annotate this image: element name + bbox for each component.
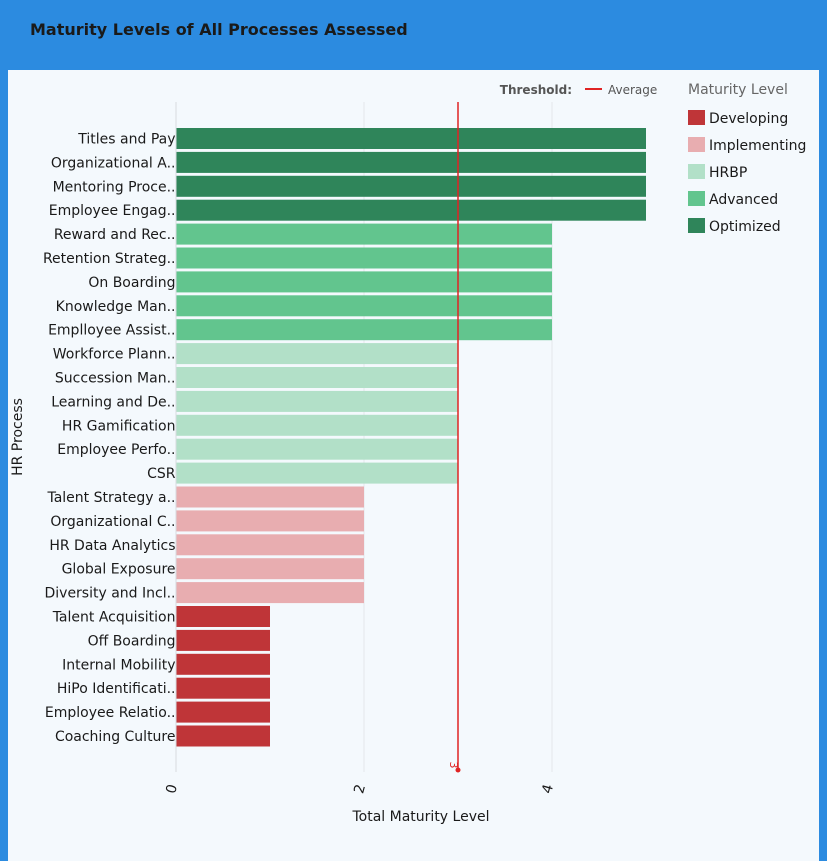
- y-tick-label: HR Data Analytics: [49, 538, 175, 554]
- bar[interactable]: [176, 486, 364, 508]
- bar[interactable]: [176, 438, 458, 460]
- legend-swatch: [688, 110, 705, 125]
- bar[interactable]: [176, 462, 458, 484]
- legend-item-label: Implementing: [709, 138, 806, 154]
- y-tick-label: Emplloyee Assist..: [48, 323, 175, 339]
- legend-item-label: Advanced: [709, 192, 778, 208]
- threshold-marker-dot: [455, 767, 461, 773]
- y-tick-label: Employee Perfo..: [57, 442, 175, 458]
- bar[interactable]: [176, 701, 270, 723]
- bar[interactable]: [176, 414, 458, 436]
- y-tick-label: Reward and Rec..: [54, 227, 176, 243]
- legend-item-label: Developing: [709, 111, 788, 127]
- bar[interactable]: [176, 343, 458, 365]
- y-tick-label: Organizational A..: [51, 155, 176, 171]
- y-tick-label: Talent Acquisition: [52, 610, 176, 626]
- y-tick-label: Retention Strateg..: [43, 251, 176, 267]
- card-header: Maturity Levels of All Processes Assesse…: [8, 0, 819, 70]
- maturity-bar-chart: Titles and Pay Organizational A.. Mentorin…: [10, 82, 806, 825]
- y-axis-title: HR Process: [10, 398, 26, 476]
- bar[interactable]: [176, 629, 270, 651]
- bar[interactable]: [176, 510, 364, 532]
- y-tick-label: On Boarding: [88, 275, 175, 291]
- legend-item-label: Optimized: [709, 219, 781, 235]
- x-tick-label: 2: [351, 783, 369, 796]
- y-tick-label: HiPo Identificati..: [57, 681, 176, 697]
- bar[interactable]: [176, 653, 270, 675]
- y-tick-label: Employee Engag..: [49, 203, 176, 219]
- legend-swatch: [688, 137, 705, 152]
- y-tick-label: Learning and De..: [51, 394, 175, 410]
- bar[interactable]: [176, 151, 646, 173]
- x-tick-label: 4: [539, 783, 557, 796]
- legend-title: Maturity Level: [688, 82, 788, 98]
- bar[interactable]: [176, 295, 552, 317]
- x-axis-title: Total Maturity Level: [352, 809, 490, 825]
- threshold-label: Threshold:: [500, 83, 572, 97]
- y-tick-label: Coaching Culture: [55, 729, 176, 745]
- bar[interactable]: [176, 367, 458, 388]
- bar[interactable]: [176, 677, 270, 699]
- page-title: Maturity Levels of All Processes Assesse…: [30, 20, 408, 39]
- bar[interactable]: [176, 582, 364, 604]
- maturity-legend: Maturity Level Developing Implementing HRB…: [688, 82, 806, 235]
- y-tick-label: Talent Strategy a..: [46, 490, 175, 506]
- legend-swatch: [688, 164, 705, 179]
- bar[interactable]: [176, 175, 646, 197]
- bar[interactable]: [176, 606, 270, 627]
- y-tick-label: Internal Mobility: [62, 657, 175, 673]
- y-tick-label: CSR: [147, 466, 176, 482]
- bar[interactable]: [176, 199, 646, 221]
- threshold-legend: Threshold: Average: [500, 83, 658, 97]
- legend-swatch: [688, 218, 705, 233]
- y-tick-label: Organizational C..: [50, 514, 175, 530]
- y-tick-label: Titles and Pay: [77, 132, 175, 148]
- x-tick-label: 0: [163, 783, 181, 796]
- bar[interactable]: [176, 725, 270, 747]
- bar[interactable]: [176, 128, 646, 149]
- chart-card: Maturity Levels of All Processes Assesse…: [8, 0, 819, 861]
- bar[interactable]: [176, 390, 458, 412]
- y-tick-label: Succession Man..: [55, 371, 176, 387]
- bar[interactable]: [176, 534, 364, 556]
- y-tick-label: Off Boarding: [88, 633, 176, 649]
- y-tick-label: Global Exposure: [62, 562, 176, 578]
- threshold-legend-name: Average: [608, 83, 657, 97]
- legend-item-label: HRBP: [709, 165, 747, 181]
- y-tick-label: Knowledge Man..: [56, 299, 176, 315]
- bar[interactable]: [176, 271, 552, 293]
- y-tick-label: Mentoring Proce..: [53, 179, 176, 195]
- bar[interactable]: [176, 247, 552, 269]
- threshold-value-label: 3: [447, 762, 460, 769]
- bar[interactable]: [176, 558, 364, 580]
- bar[interactable]: [176, 319, 552, 341]
- bar[interactable]: [176, 223, 552, 245]
- y-tick-label: Diversity and Incl..: [44, 586, 175, 602]
- y-tick-label: Workforce Plann..: [53, 347, 176, 363]
- y-tick-label: Employee Relatio..: [45, 705, 176, 721]
- y-tick-label: HR Gamification: [62, 418, 176, 434]
- legend-swatch: [688, 191, 705, 206]
